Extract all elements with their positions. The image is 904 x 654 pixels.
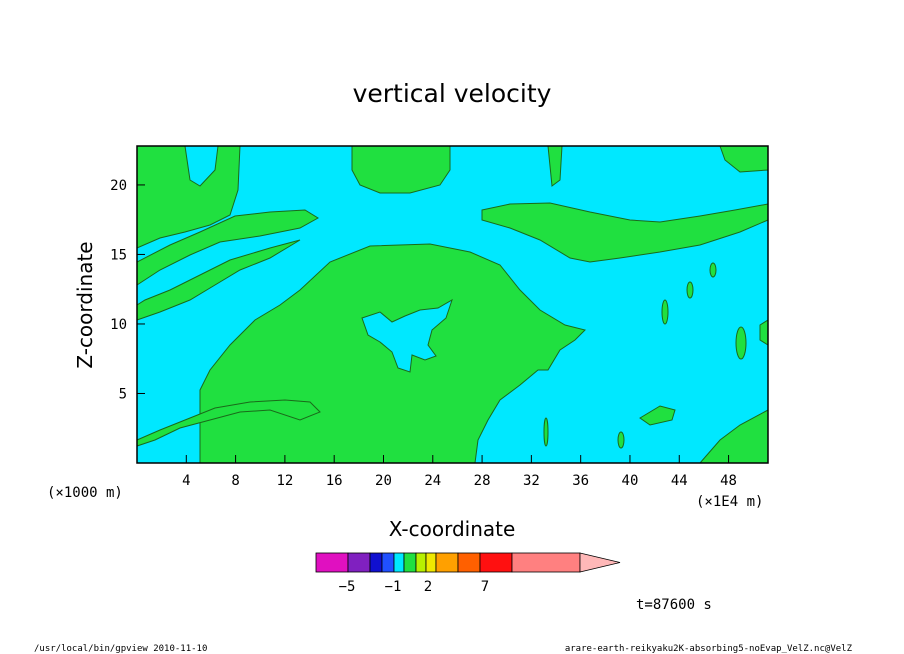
colorbar-label: −1 <box>385 579 402 595</box>
colorbar-segment <box>393 552 405 573</box>
colorbar-segment <box>415 552 427 573</box>
green-region-lower-left <box>136 399 321 447</box>
y-axis-title: Z-coordinate <box>73 241 97 368</box>
footer-left: /usr/local/bin/gpview 2010-11-10 <box>34 644 207 654</box>
x-tick-label: 28 <box>474 473 491 489</box>
x-unit-right: (×1E4 m) <box>696 494 763 510</box>
x-axis-ticks: 4 8 12 16 20 24 28 32 36 40 44 48 <box>182 455 737 489</box>
green-blob-right-3 <box>709 262 717 278</box>
positive-velocity-regions <box>136 145 769 464</box>
colorbar-labels: −5 −1 2 7 <box>339 579 490 595</box>
green-region-top-center <box>351 145 451 194</box>
y-tick-label: 10 <box>110 317 127 333</box>
x-tick-label: 12 <box>276 473 293 489</box>
x-axis-title: X-coordinate <box>389 517 516 541</box>
colorbar-label: −5 <box>339 579 356 595</box>
green-blob-right-4 <box>661 299 669 325</box>
x-tick-label: 48 <box>720 473 737 489</box>
green-region-top-left <box>136 145 241 249</box>
colorbar-segment <box>403 552 417 573</box>
colorbar-segment <box>479 552 513 573</box>
colorbar-extension-arrow <box>579 552 621 573</box>
x-tick-label: 36 <box>572 473 589 489</box>
x-tick-label: 16 <box>326 473 343 489</box>
colorbar-segment <box>369 552 383 573</box>
plot-frame <box>136 145 769 464</box>
y-tick-label: 5 <box>119 386 127 402</box>
green-blob-right-6 <box>543 417 549 447</box>
colorbar-segment <box>425 552 437 573</box>
colorbar-segment <box>457 552 481 573</box>
time-label: t=87600 s <box>636 597 712 613</box>
green-region-left-middle <box>136 239 301 321</box>
colorbar <box>315 552 621 573</box>
green-region-right-strand <box>759 319 769 346</box>
x-tick-label: 20 <box>375 473 392 489</box>
x-unit-left: (×1000 m) <box>47 485 123 501</box>
green-region-left-band <box>136 209 319 286</box>
footer-right: arare-earth-reikyaku2K-absorbing5-noEvap… <box>565 644 853 654</box>
green-blob-right-5 <box>617 431 625 449</box>
green-blob-right-2 <box>686 281 694 299</box>
x-tick-label: 44 <box>671 473 688 489</box>
colorbar-segment <box>435 552 459 573</box>
colorbar-segment <box>511 552 581 573</box>
green-blob-right-1 <box>735 326 747 360</box>
y-tick-label: 20 <box>110 178 127 194</box>
colorbar-segment <box>381 552 395 573</box>
x-tick-label: 4 <box>182 473 190 489</box>
colorbar-segment <box>347 552 371 573</box>
x-tick-label: 8 <box>231 473 239 489</box>
colorbar-label: 7 <box>481 579 489 595</box>
green-region-right-band <box>481 202 769 263</box>
y-axis-ticks: 5 10 15 20 <box>110 178 145 402</box>
green-region-lower-right <box>639 405 676 426</box>
x-tick-label: 32 <box>523 473 540 489</box>
x-tick-label: 24 <box>424 473 441 489</box>
chart-title: vertical velocity <box>353 79 552 108</box>
y-tick-label: 15 <box>110 247 127 263</box>
cyan-hole-center <box>361 298 453 373</box>
x-tick-label: 40 <box>622 473 639 489</box>
colorbar-label: 2 <box>424 579 432 595</box>
colorbar-segment <box>315 552 349 573</box>
